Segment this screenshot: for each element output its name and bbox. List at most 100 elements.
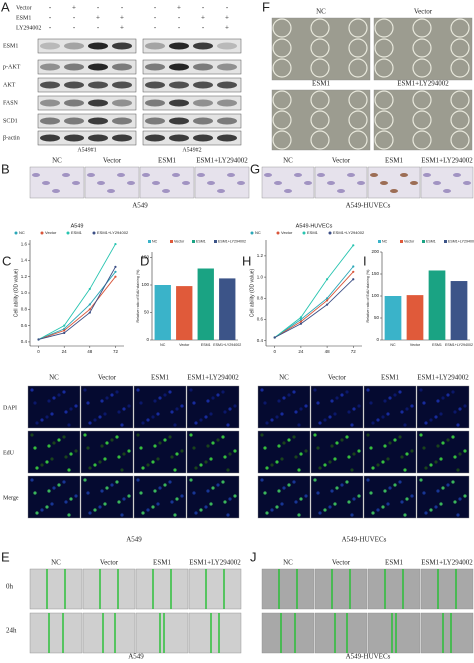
protein-label: SCD1 bbox=[3, 118, 18, 124]
fluorescence-image bbox=[80, 430, 134, 474]
cell bbox=[182, 181, 190, 185]
nucleus bbox=[33, 446, 37, 450]
nucleus bbox=[105, 441, 109, 445]
blot-band bbox=[145, 99, 165, 107]
blot-band bbox=[145, 134, 165, 142]
nucleus bbox=[170, 455, 174, 459]
nucleus bbox=[371, 466, 375, 470]
blot-band bbox=[112, 99, 132, 107]
nucleus bbox=[156, 502, 160, 506]
legend-swatch bbox=[40, 231, 44, 235]
blot-strip bbox=[37, 59, 137, 75]
nucleus bbox=[458, 407, 462, 411]
tube-ring bbox=[348, 18, 368, 38]
nucleus bbox=[369, 401, 373, 405]
nucleus bbox=[47, 444, 51, 448]
nucleus bbox=[371, 511, 375, 515]
treatment-sign: - bbox=[154, 24, 157, 32]
y-tick-label: 0 bbox=[146, 337, 149, 342]
cell bbox=[127, 181, 135, 185]
nucleus bbox=[304, 404, 308, 408]
nucleus bbox=[103, 457, 107, 461]
nucleus bbox=[62, 480, 66, 484]
cell bbox=[117, 173, 125, 177]
nucleus bbox=[127, 449, 131, 453]
treatment-sign: + bbox=[225, 14, 229, 22]
cell-line-label: A549-HUVECs bbox=[342, 536, 387, 544]
blot-band bbox=[145, 117, 165, 125]
tube-ring bbox=[412, 38, 432, 58]
group-label: ESM1 bbox=[385, 157, 403, 165]
nucleus bbox=[86, 446, 90, 450]
group-label: ESM1+LY294002 bbox=[421, 559, 473, 567]
fluorescence-image bbox=[27, 430, 81, 474]
x-tick-label: ESM1 bbox=[432, 343, 442, 347]
treatment-sign: - bbox=[97, 24, 100, 32]
cell bbox=[237, 181, 245, 185]
bar bbox=[197, 268, 214, 340]
nucleus bbox=[434, 460, 438, 464]
nucleus bbox=[151, 415, 155, 419]
cell bbox=[400, 173, 408, 177]
series-point bbox=[325, 303, 329, 306]
nucleus bbox=[345, 390, 349, 394]
nucleus bbox=[233, 404, 237, 408]
blot-strip bbox=[142, 77, 242, 93]
y-axis-label: Relative ratio of EdU staining (%) bbox=[366, 270, 370, 323]
nucleus bbox=[456, 423, 460, 427]
legend-swatch bbox=[400, 240, 403, 243]
nucleus bbox=[83, 388, 87, 392]
series-line bbox=[38, 243, 116, 340]
nucleus bbox=[282, 396, 286, 400]
nucleus bbox=[189, 388, 193, 392]
x-tick-label: 72 bbox=[113, 349, 119, 354]
nucleus bbox=[316, 401, 320, 405]
fluorescence-image bbox=[80, 475, 134, 519]
nucleus bbox=[67, 468, 71, 472]
micrograph bbox=[373, 17, 473, 81]
nucleus bbox=[294, 455, 298, 459]
nucleus bbox=[40, 508, 44, 512]
nucleus bbox=[115, 390, 119, 394]
nucleus bbox=[297, 513, 301, 517]
nucleus bbox=[206, 489, 210, 493]
treatment-sign: + bbox=[96, 14, 100, 22]
legend-swatch bbox=[148, 240, 151, 243]
tube-ring bbox=[272, 58, 292, 78]
nucleus bbox=[318, 466, 322, 470]
blot-band bbox=[217, 81, 237, 89]
nucleus bbox=[173, 423, 177, 427]
series-point bbox=[88, 308, 91, 311]
blot-band bbox=[88, 63, 108, 71]
nucleus bbox=[199, 508, 203, 512]
x-tick-label: NC bbox=[390, 343, 396, 347]
nucleus bbox=[180, 494, 184, 498]
nucleus bbox=[419, 433, 423, 437]
nucleus bbox=[304, 494, 308, 498]
cell-line-label: A549-HUVECs bbox=[346, 653, 391, 661]
treatment-sign: - bbox=[49, 4, 52, 12]
blot-band bbox=[40, 63, 60, 71]
cell bbox=[32, 173, 40, 177]
nucleus bbox=[194, 421, 198, 425]
series-point bbox=[114, 265, 117, 269]
nucleus bbox=[136, 433, 140, 437]
tube-ring bbox=[348, 110, 368, 130]
nucleus bbox=[105, 486, 109, 490]
nucleus bbox=[403, 468, 407, 472]
nucleus bbox=[318, 421, 322, 425]
nucleus bbox=[458, 497, 462, 501]
cell bbox=[357, 181, 365, 185]
nucleus bbox=[110, 483, 114, 487]
nucleus bbox=[158, 396, 162, 400]
legend-swatch bbox=[192, 240, 195, 243]
nucleus bbox=[168, 435, 172, 439]
cell bbox=[284, 189, 292, 193]
nucleus bbox=[209, 412, 213, 416]
y-axis-label: Cell ability (OD value) bbox=[13, 268, 19, 317]
legend-swatch bbox=[276, 231, 280, 235]
nucleus bbox=[260, 478, 264, 482]
legend-label: Vector bbox=[404, 239, 415, 243]
nucleus bbox=[313, 478, 317, 482]
blot-band bbox=[64, 117, 84, 125]
